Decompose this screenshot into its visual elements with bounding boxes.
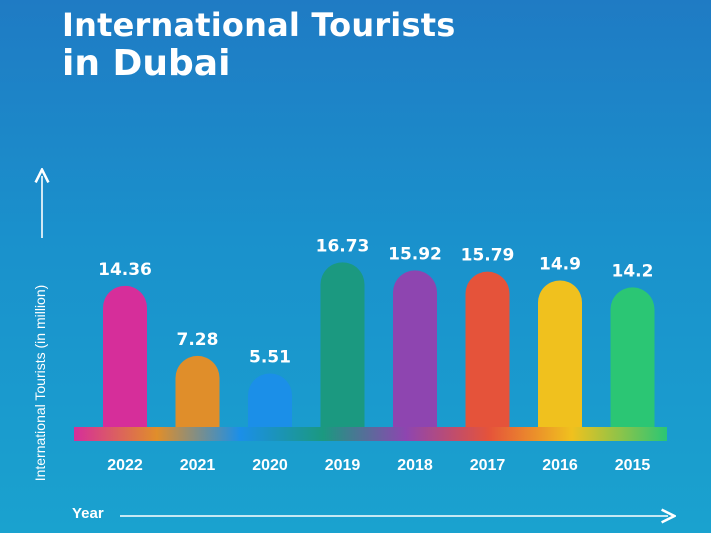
- x-tick-2016: 2016: [542, 457, 578, 474]
- chart-title-line-1: International Tourists: [62, 6, 456, 44]
- value-label-2019: 16.73: [316, 236, 370, 256]
- bar-2017: [465, 271, 510, 430]
- bar-2019: [320, 262, 365, 430]
- value-label-2016: 14.9: [539, 254, 581, 274]
- x-axis-label: Year: [72, 505, 104, 522]
- value-label-2021: 7.28: [177, 330, 219, 350]
- chart-title-line-2: in Dubai: [62, 42, 231, 84]
- labels-group: 14.36 2022 7.28 2021 5.51 2020 16.73 2019 15.92 2…: [98, 236, 653, 474]
- x-tick-2015: 2015: [615, 457, 651, 474]
- y-axis-label: International Tourists (in million): [32, 284, 48, 482]
- x-tick-2020: 2020: [252, 457, 288, 474]
- value-label-2020: 5.51: [249, 347, 291, 367]
- bar-2015: [610, 287, 655, 430]
- x-tick-2022: 2022: [107, 457, 143, 474]
- bar-2020: [248, 373, 292, 430]
- value-label-2022: 14.36: [98, 260, 152, 280]
- bar-2022: [103, 285, 147, 430]
- bar-2018: [393, 270, 437, 430]
- value-label-2017: 15.79: [461, 246, 515, 266]
- bars-group: [103, 262, 655, 430]
- bar-2016: [538, 280, 582, 430]
- chart-title: International Tourists in Dubai: [62, 6, 456, 84]
- value-label-2015: 14.2: [612, 261, 654, 281]
- value-label-2018: 15.92: [388, 244, 442, 264]
- baseline-strip: [74, 427, 667, 441]
- x-tick-2019: 2019: [325, 457, 361, 474]
- x-tick-2021: 2021: [180, 457, 216, 474]
- bar-2021: [175, 355, 220, 430]
- x-tick-2017: 2017: [470, 457, 506, 474]
- x-tick-2018: 2018: [397, 457, 433, 474]
